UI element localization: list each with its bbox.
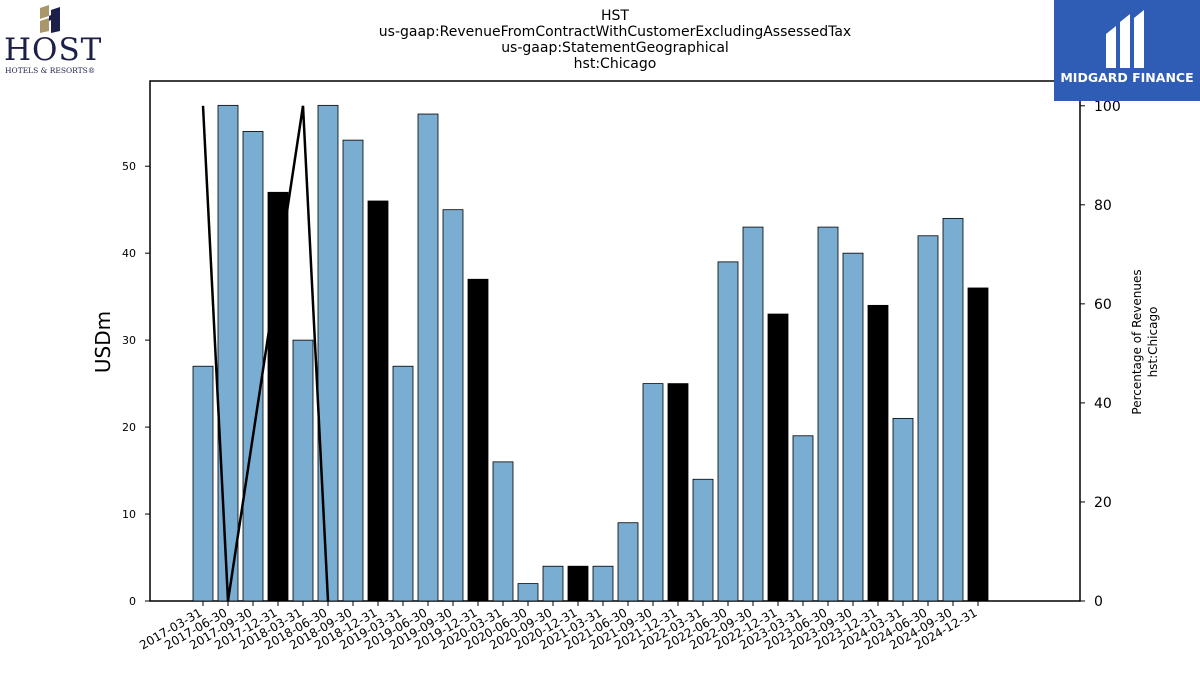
plot-frame [149,80,1081,602]
y-tick-label-0: 0 [129,595,136,608]
bar-2018-09-30 [342,139,364,602]
host-wordmark: HOST [4,32,103,68]
bar-2021-03-31 [592,565,614,602]
bar-2024-09-30 [942,217,964,602]
bar-2019-06-30 [417,113,439,602]
bar-2018-03-31 [292,339,314,602]
title-axis: us-gaap:StatementGeographical [501,40,729,56]
bar-2020-12-31 [567,565,589,602]
bar-2022-09-30 [742,226,764,602]
bar-2017-09-30 [242,131,264,602]
midgard-logo: MIDGARD FINANCE [1054,0,1200,101]
bar-2022-06-30 [717,261,739,602]
y2-tick-label-20: 20 [1094,495,1112,511]
title-concept: us-gaap:RevenueFromContractWithCustomerE… [378,24,852,40]
title-member: hst:Chicago [573,56,657,72]
title-ticker: HST [601,8,629,24]
y-axis-label: USDm [91,311,115,373]
bar-2022-03-31 [692,478,714,602]
bar-2023-12-31 [867,304,889,602]
y-tick-label-20: 20 [122,421,136,434]
bar-2023-03-31 [792,435,814,602]
bar-2018-12-31 [367,200,389,602]
bar-2024-12-31 [967,287,989,602]
bar-2023-06-30 [817,226,839,602]
bar-2017-06-30 [217,104,239,602]
y2-tick-label-80: 80 [1094,198,1112,214]
bar-2020-06-30 [517,583,539,602]
bar-2018-06-30 [317,104,339,602]
y2-tick-label-0: 0 [1094,594,1103,610]
y2-axis-label-line1: Percentage of Revenues [1130,269,1144,414]
host-h-icon [40,5,60,33]
y-tick-label-30: 30 [122,334,136,347]
bar-2017-03-31 [192,365,214,602]
percentage-line [201,105,330,602]
host-logo: HOST HOTELS & RESORTS® [4,4,104,76]
bar-2017-12-31 [267,191,289,602]
bar-2021-06-30 [617,522,639,602]
bar-2023-09-30 [842,252,864,602]
y-tick-label-40: 40 [122,247,136,260]
bar-2021-12-31 [667,383,689,602]
bar-2021-09-30 [642,383,664,602]
midgard-m-icon [1106,10,1144,68]
y2-tick-label-40: 40 [1094,396,1112,412]
y2-axis-label-line2: hst:Chicago [1146,307,1160,378]
host-subtitle: HOTELS & RESORTS® [5,66,96,75]
bar-2019-09-30 [442,209,464,602]
bar-2020-09-30 [542,565,564,602]
midgard-wordmark: MIDGARD FINANCE [1060,70,1194,85]
bar-2019-12-31 [467,278,489,602]
y2-tick-label-60: 60 [1094,297,1112,313]
bar-2020-03-31 [492,461,514,602]
bar-2019-03-31 [392,365,414,602]
y2-tick-label-100: 100 [1094,99,1121,115]
y-tick-label-10: 10 [122,508,136,521]
bar-2024-06-30 [917,235,939,602]
bar-2022-12-31 [767,313,789,602]
bar-2024-03-31 [892,417,914,602]
y-tick-label-50: 50 [122,160,136,173]
